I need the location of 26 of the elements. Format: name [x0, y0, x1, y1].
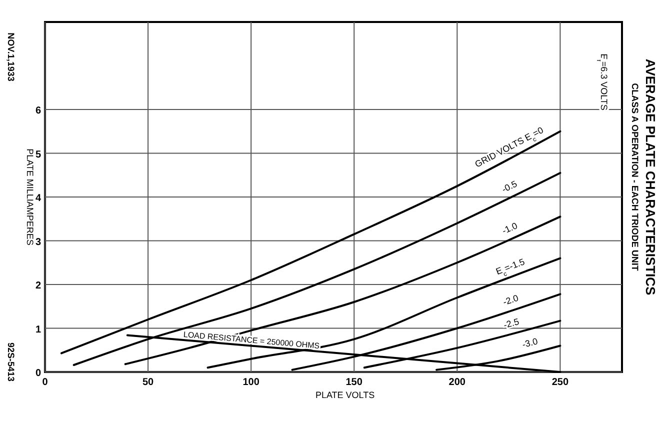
x-tick-label: 150: [346, 377, 363, 388]
y-tick-label: 6: [35, 106, 42, 116]
y-tick-label: 5: [35, 149, 42, 160]
y-tick-label: 0: [35, 368, 42, 379]
x-axis-title: PLATE VOLTS: [315, 390, 375, 400]
x-tick-label: 0: [42, 377, 48, 388]
y-axis-title: PLATE MILLIAMPERES: [25, 148, 35, 246]
text: 92S-5413: [6, 342, 16, 382]
text: -0.5: [500, 178, 519, 194]
text: -2.5: [502, 316, 520, 330]
x-tick-label: 250: [552, 377, 569, 388]
text: -3.0: [521, 336, 539, 350]
y-tick-label: 3: [35, 236, 42, 248]
x-tick-label: 50: [142, 377, 154, 388]
x-tick-label: 200: [448, 377, 466, 388]
annotation: LOAD RESISTANCE = 250000 OHMS: [183, 330, 320, 351]
x-tick-label: 100: [242, 377, 260, 388]
y-tick-label: 2: [35, 280, 42, 292]
text: -1.0: [500, 220, 519, 236]
text: E$_{c}$=-1.5: [494, 256, 526, 278]
text: NOV.1,1933: [6, 32, 16, 82]
text: -2.0: [502, 292, 520, 308]
y-tick-label: 4: [35, 193, 42, 204]
y-tick-label: 1: [35, 324, 42, 336]
text: AVERAGE PLATE CHARACTERISTICS: [643, 58, 658, 296]
text: CLASS A OPERATION - EACH TRIODE UNIT: [630, 83, 640, 272]
